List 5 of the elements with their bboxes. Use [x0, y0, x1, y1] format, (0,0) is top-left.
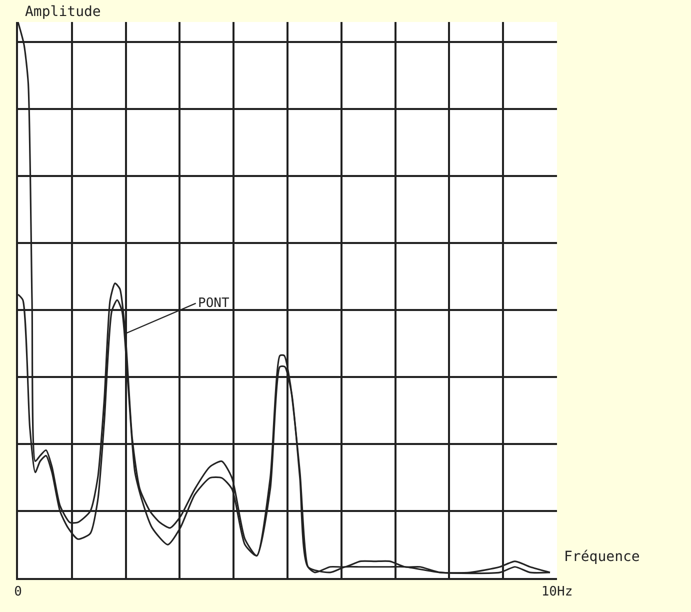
x-tick-label: 0: [14, 584, 22, 600]
annotation: PONT: [198, 296, 230, 311]
x-tick-label: 10Hz: [541, 584, 573, 600]
x-axis-title: Fréquence: [564, 549, 640, 565]
y-axis-title: Amplitude: [25, 4, 101, 20]
